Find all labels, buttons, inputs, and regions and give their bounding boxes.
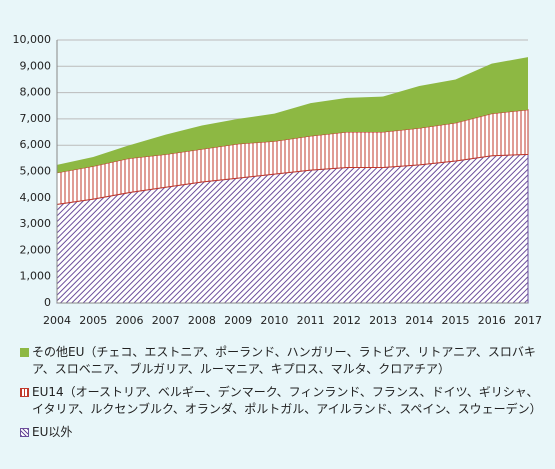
x-tick-label: 2006	[115, 314, 143, 327]
legend-item: EU以外	[20, 424, 545, 441]
y-tick-label: 8,000	[20, 86, 52, 99]
x-tick-label: 2008	[188, 314, 216, 327]
x-tick-label: 2004	[43, 314, 71, 327]
y-tick-label: 2,000	[20, 243, 52, 256]
y-tick-label: 9,000	[20, 59, 52, 72]
x-tick-label: 2011	[297, 314, 325, 327]
legend-item: EU14（オーストリア、ベルギー、デンマーク、フィンランド、フランス、ドイツ、ギ…	[20, 384, 545, 418]
chart: 0 1,000 2,000 3,000 4,000 5,000 6,000 7,000 8,00…	[13, 33, 543, 327]
area	[56, 109, 529, 205]
legend-label: その他EU（チェコ、エストニア、ポーランド、ハンガリー、ラトビア、リトアニア、ス…	[32, 345, 536, 376]
area	[57, 57, 528, 173]
x-tick-label: 2013	[369, 314, 397, 327]
x-tick-label: 2016	[478, 314, 506, 327]
y-tick-label: 5,000	[20, 165, 52, 178]
legend-swatch	[20, 428, 29, 437]
y-tick-label: 6,000	[20, 138, 52, 151]
y-tick-label: 1,000	[20, 270, 52, 283]
x-tick-label: 2009	[224, 314, 252, 327]
legend-item: その他EU（チェコ、エストニア、ポーランド、ハンガリー、ラトビア、リトアニア、ス…	[20, 344, 545, 378]
y-tick-label: 7,000	[20, 112, 52, 125]
y-tick-label: 0	[44, 296, 51, 309]
x-tick-label: 2012	[333, 314, 361, 327]
x-tick-label: 2010	[260, 314, 288, 327]
y-tick-label: 10,000	[13, 33, 52, 46]
x-tick-label: 2017	[514, 314, 542, 327]
legend-swatch	[20, 348, 29, 357]
y-tick-label: 3,000	[20, 217, 52, 230]
x-tick-label: 2007	[152, 314, 180, 327]
legend: その他EU（チェコ、エストニア、ポーランド、ハンガリー、ラトビア、リトアニア、ス…	[20, 344, 545, 447]
legend-swatch	[20, 388, 29, 397]
legend-label: EU以外	[32, 425, 73, 439]
legend-label: EU14（オーストリア、ベルギー、デンマーク、フィンランド、フランス、ドイツ、ギ…	[32, 385, 542, 416]
x-tick-label: 2005	[79, 314, 107, 327]
x-tick-label: 2014	[405, 314, 433, 327]
x-tick-label: 2015	[442, 314, 470, 327]
y-tick-label: 4,000	[20, 191, 52, 204]
